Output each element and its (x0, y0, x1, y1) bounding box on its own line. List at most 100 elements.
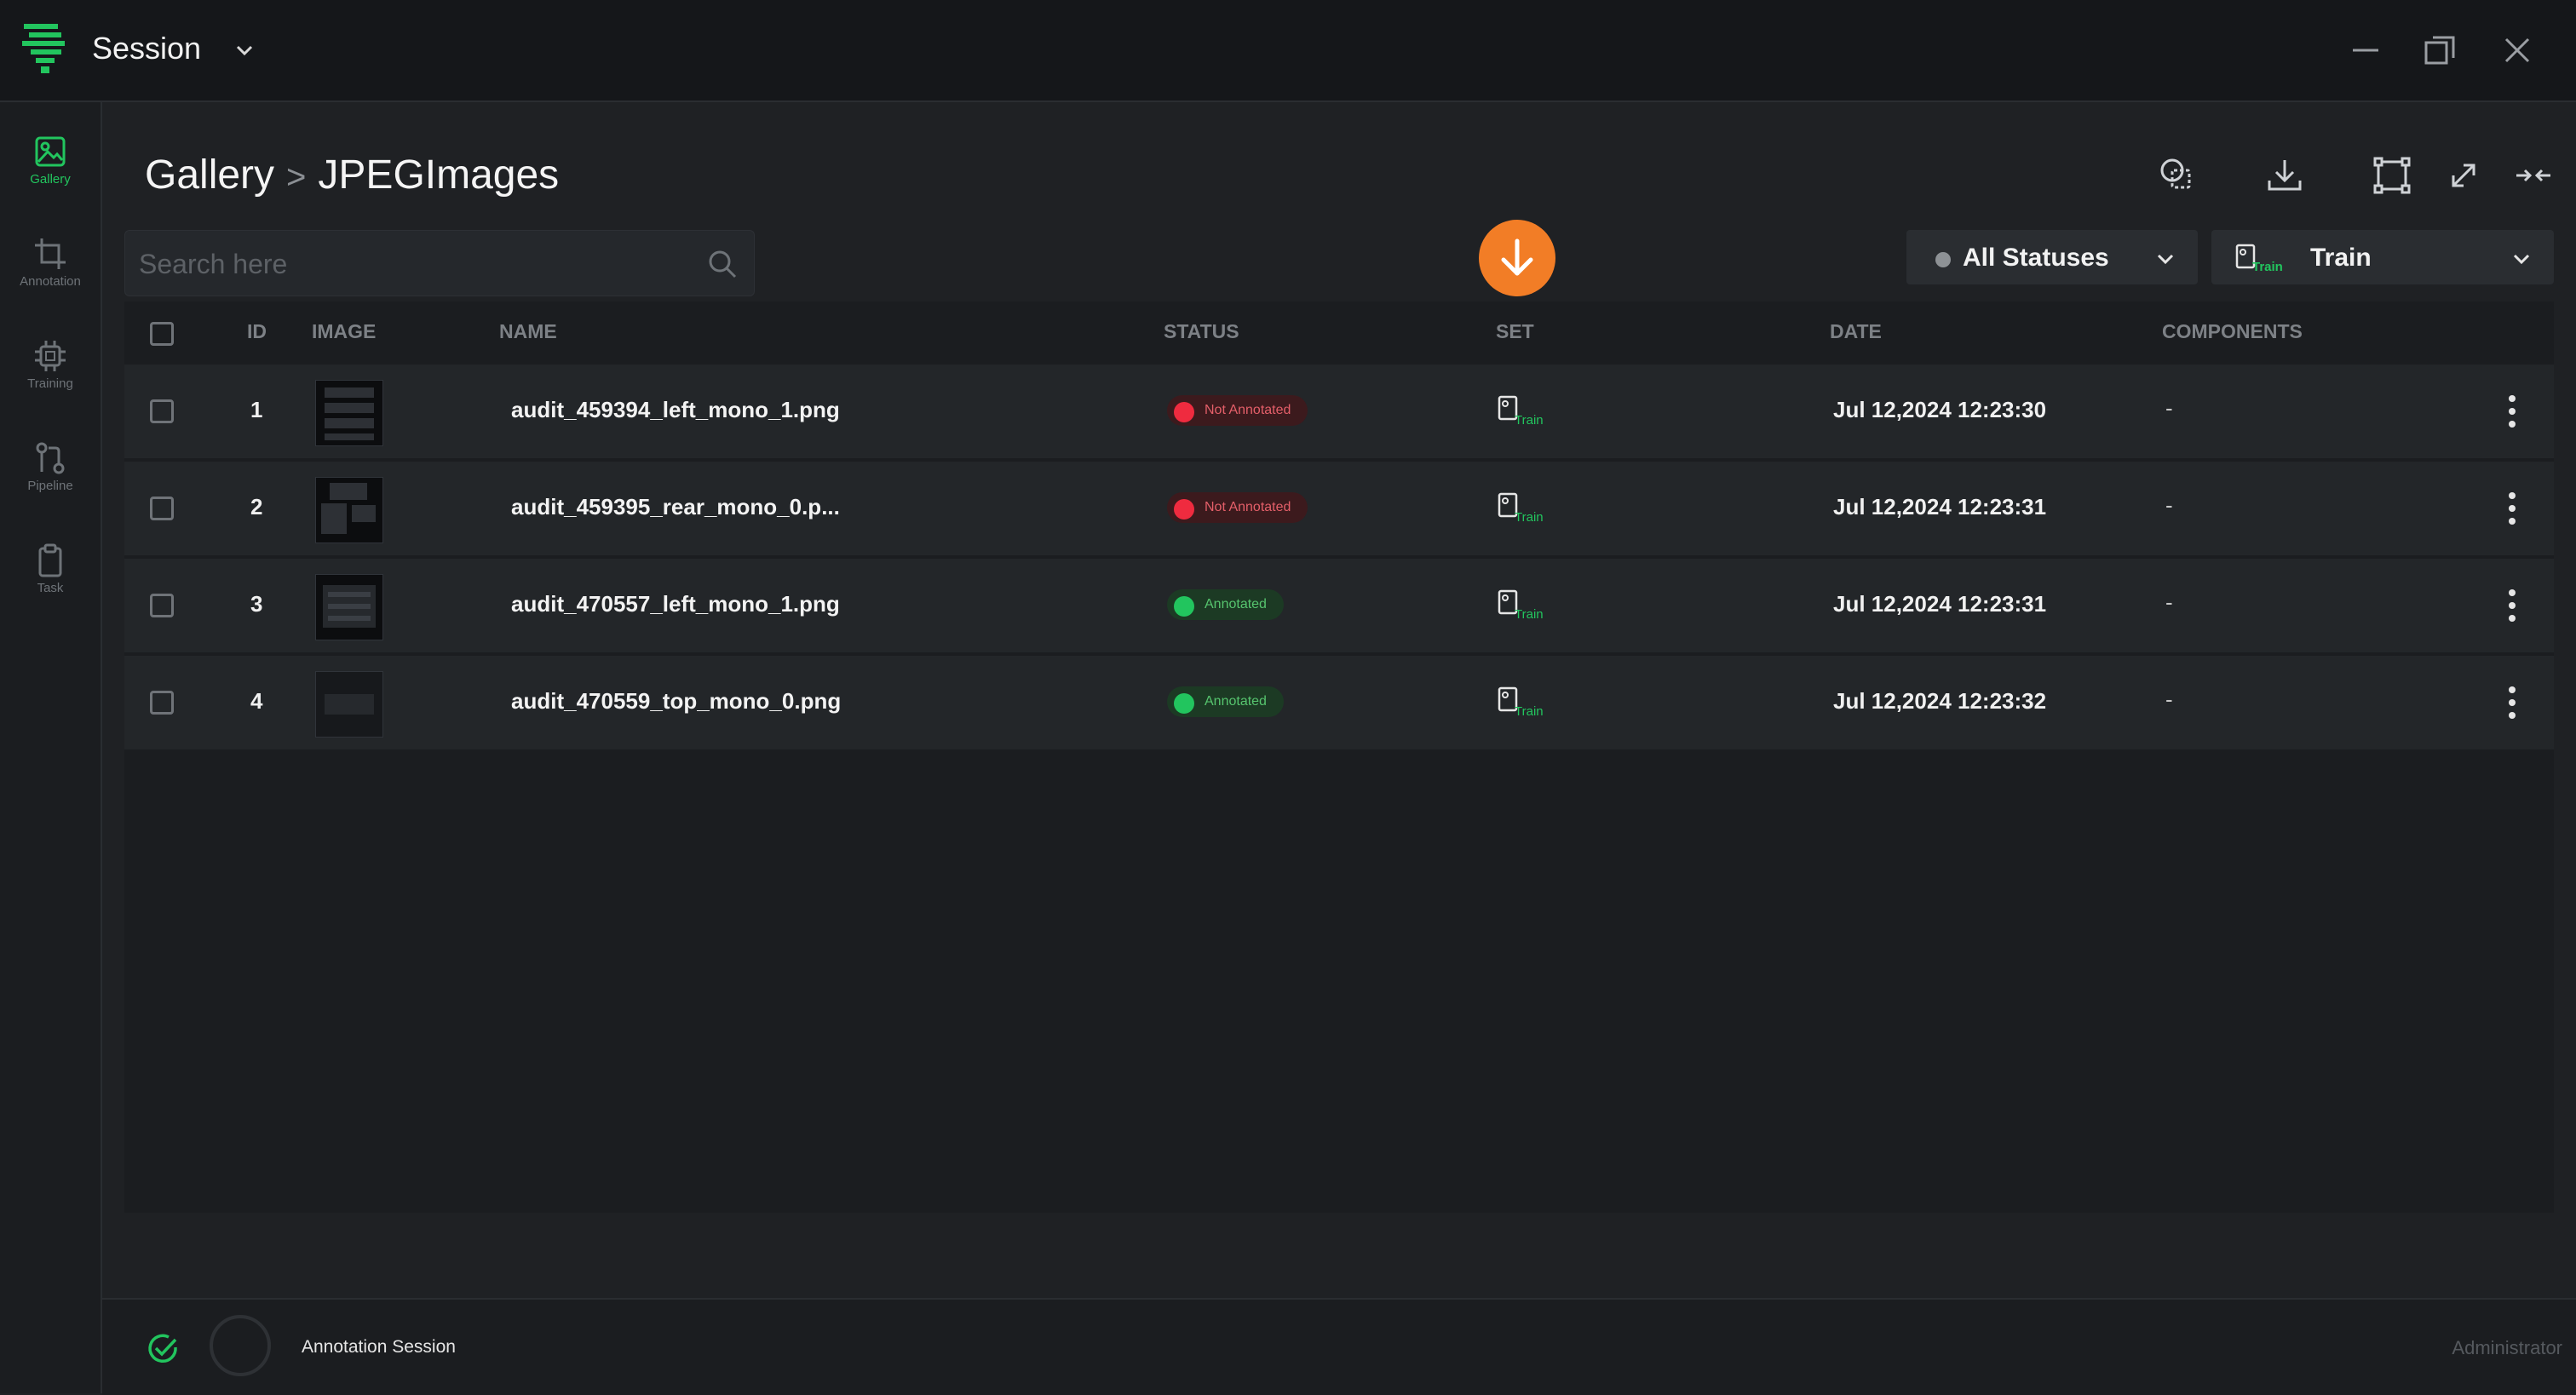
progress-ring (210, 1315, 271, 1376)
column-header-name[interactable]: NAME (499, 320, 557, 342)
row-date: Jul 12,2024 12:23:31 (1833, 494, 2047, 520)
gallery-table: ID IMAGE NAME STATUS SET DATE COMPONENTS… (124, 301, 2554, 1213)
collapse-icon[interactable] (2513, 155, 2554, 196)
row-name[interactable]: audit_470557_left_mono_1.png (511, 591, 840, 617)
row-date: Jul 12,2024 12:23:30 (1833, 397, 2047, 422)
row-checkbox[interactable] (150, 594, 174, 617)
row-name[interactable]: audit_459394_left_mono_1.png (511, 397, 840, 422)
status-badge: Annotated (1167, 589, 1284, 620)
nav-item-pipeline[interactable]: Pipeline (0, 422, 101, 508)
app-logo-icon (22, 24, 65, 73)
column-header-image[interactable]: IMAGE (312, 320, 377, 342)
column-header-id[interactable]: ID (247, 320, 267, 342)
user-name[interactable]: Administrator (2452, 1337, 2562, 1358)
row-checkbox[interactable] (150, 399, 174, 423)
row-checkbox[interactable] (150, 691, 174, 715)
table-row[interactable]: 1 audit_459394_left_mono_1.png Not Annot… (124, 365, 2554, 462)
image-thumbnail[interactable] (315, 574, 383, 640)
select-all-checkbox[interactable] (150, 322, 174, 346)
check-circle-icon (148, 1334, 177, 1363)
row-components: - (2165, 686, 2173, 712)
row-components: - (2165, 589, 2173, 615)
breadcrumb-separator: > (286, 158, 307, 196)
status-dot (1935, 252, 1951, 267)
image-thumbnail[interactable] (315, 477, 383, 543)
expand-icon[interactable] (2443, 155, 2484, 196)
minimize-icon[interactable] (2346, 31, 2385, 70)
breadcrumb-gallery[interactable]: Gallery (145, 152, 275, 198)
chevron-down-icon (2157, 254, 2174, 265)
train-set-icon: Train (1498, 395, 1544, 428)
nav-item-annotation[interactable]: Annotation (0, 218, 101, 303)
row-id: 4 (250, 688, 263, 714)
bounding-box-icon[interactable] (2372, 155, 2412, 196)
table-row[interactable]: 3 audit_470557_left_mono_1.png Annotated… (124, 559, 2554, 656)
copy-image-icon[interactable] (2157, 155, 2198, 196)
nav-item-task[interactable]: Task (0, 525, 101, 610)
row-set-label: Train (1515, 510, 1544, 525)
gallery-icon (35, 136, 66, 167)
nav-label-pipeline: Pipeline (27, 479, 73, 493)
nav-item-gallery[interactable]: Gallery (0, 116, 101, 201)
more-options-icon[interactable] (2499, 681, 2525, 724)
row-name[interactable]: audit_459395_rear_mono_0.p... (511, 494, 840, 520)
train-set-icon: Train (1498, 589, 1544, 622)
set-filter-value: Train (2310, 244, 2372, 272)
restore-window-icon[interactable] (2421, 31, 2460, 70)
nav-label-task: Task (37, 581, 64, 595)
nav-label-gallery: Gallery (30, 172, 71, 187)
row-date: Jul 12,2024 12:23:31 (1833, 591, 2047, 617)
download-fab[interactable] (1479, 220, 1555, 296)
download-icon[interactable] (2264, 155, 2305, 196)
train-set-icon: Train (1498, 492, 1544, 525)
chevron-down-icon (2513, 254, 2530, 265)
table-row[interactable]: 4 audit_470559_top_mono_0.png Annotated … (124, 656, 2554, 753)
status-badge: Not Annotated (1167, 395, 1308, 426)
left-nav-rail: Gallery Annotation Training (0, 102, 102, 1393)
breadcrumb-current: JPEGImages (318, 152, 560, 198)
row-set-label: Train (1515, 607, 1544, 622)
close-icon[interactable] (2498, 31, 2537, 70)
image-thumbnail[interactable] (315, 671, 383, 738)
train-set-icon: Train (2235, 244, 2283, 274)
image-thumbnail[interactable] (315, 380, 383, 446)
arrow-down-icon (1501, 238, 1533, 276)
table-row[interactable]: 2 audit_459395_rear_mono_0.p... Not Anno… (124, 462, 2554, 559)
pipeline-icon (36, 442, 65, 474)
session-title: Session (92, 31, 202, 66)
title-bar: Session (0, 0, 2576, 102)
set-filter-dropdown[interactable]: Train Train (2211, 230, 2554, 284)
column-header-status[interactable]: STATUS (1164, 320, 1239, 342)
train-set-icon-label: Train (2252, 260, 2283, 274)
search-icon[interactable] (706, 248, 739, 280)
nav-item-training[interactable]: Training (0, 320, 101, 405)
row-date: Jul 12,2024 12:23:32 (1833, 688, 2047, 714)
status-badge: Not Annotated (1167, 492, 1308, 523)
search-input[interactable] (137, 241, 686, 287)
row-set-label: Train (1515, 704, 1544, 719)
row-id: 3 (250, 591, 263, 617)
row-components: - (2165, 395, 2173, 421)
status-badge-label: Annotated (1205, 694, 1267, 709)
status-filter-value: All Statuses (1963, 244, 2109, 272)
more-options-icon[interactable] (2499, 390, 2525, 433)
column-header-components[interactable]: COMPONENTS (2162, 320, 2303, 342)
table-header: ID IMAGE NAME STATUS SET DATE COMPONENTS (124, 301, 2554, 361)
nav-label-training: Training (27, 376, 73, 391)
row-id: 2 (250, 494, 263, 520)
chip-icon (35, 341, 66, 371)
status-filter-dropdown[interactable]: All Statuses (1906, 230, 2198, 284)
row-name[interactable]: audit_470559_top_mono_0.png (511, 688, 842, 714)
more-options-icon[interactable] (2499, 584, 2525, 627)
column-header-set[interactable]: SET (1496, 320, 1534, 342)
column-header-date[interactable]: DATE (1830, 320, 1882, 342)
crop-icon (35, 238, 66, 269)
more-options-icon[interactable] (2499, 487, 2525, 530)
status-badge: Annotated (1167, 686, 1284, 717)
status-bar: Annotation Session Administrator (102, 1298, 2576, 1395)
session-label: Annotation Session (302, 1337, 456, 1357)
status-badge-label: Annotated (1205, 597, 1267, 611)
session-chevron-down-icon[interactable] (232, 37, 257, 63)
row-id: 1 (250, 397, 263, 422)
row-checkbox[interactable] (150, 497, 174, 520)
